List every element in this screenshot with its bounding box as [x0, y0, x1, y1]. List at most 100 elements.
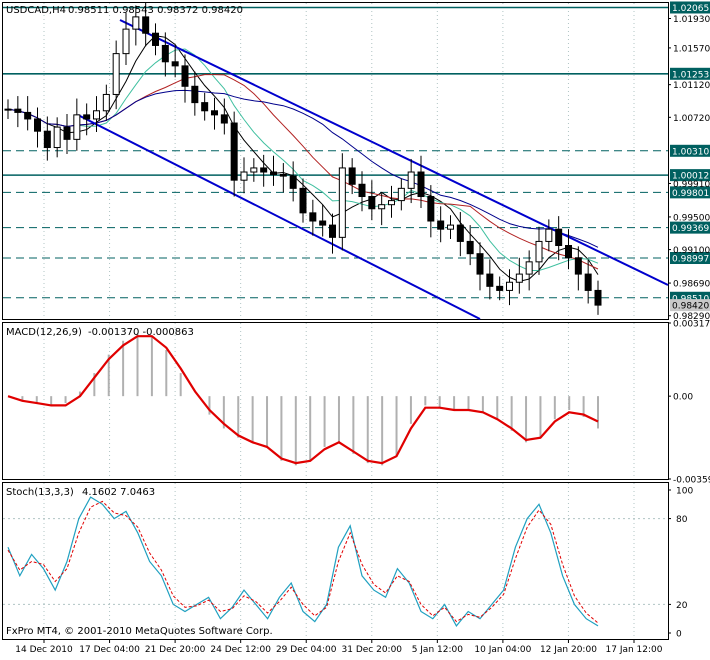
macd-signal-line — [7, 335, 599, 465]
time-tick-label: 10 Jan 04:00 — [474, 645, 531, 655]
candle-body — [181, 65, 189, 87]
candle-body — [594, 289, 602, 306]
candle-body — [466, 240, 474, 255]
candle-body — [93, 110, 100, 120]
time-tick-label: 12 Jan 20:00 — [540, 645, 597, 655]
price-tick-label: 0.98290 — [673, 312, 710, 322]
candle-body — [388, 200, 395, 206]
price-tick-label: 1.01930 — [673, 15, 710, 25]
macd-tick-label: 0.00 — [673, 393, 693, 403]
price-level-tag — [670, 186, 710, 199]
price-level-label: 1.00012 — [672, 172, 709, 182]
time-tick-label: 5 Jan 12:00 — [412, 645, 464, 655]
stoch-label: Stoch(13,3,3) — [6, 487, 74, 498]
candle-body — [338, 167, 346, 238]
candle-body — [201, 102, 209, 112]
candle-body — [447, 224, 454, 230]
candle-body — [112, 53, 120, 95]
macd-plot — [7, 333, 599, 466]
stoch-values: 4.1602 7.0463 — [82, 487, 155, 498]
candle-body — [4, 108, 12, 111]
macd-tick-label: 0.00317 — [673, 320, 710, 330]
price-level-tag — [670, 1, 710, 14]
price-tick-label: 0.99910 — [673, 180, 710, 190]
candle-body — [407, 171, 415, 189]
candle-body — [152, 32, 159, 46]
candle-body — [299, 187, 307, 214]
stoch-signal-line — [7, 500, 599, 624]
candle-body — [230, 122, 238, 181]
candle-body — [171, 61, 179, 67]
candle-body — [34, 118, 41, 132]
ohlc-values: 0.98511 0.98543 0.98372 0.98420 — [68, 5, 243, 16]
candle-body — [329, 224, 336, 238]
price-level-tag — [670, 169, 710, 182]
copyright-text: FxPro MT4, © 2001-2010 MetaQuotes Softwa… — [6, 626, 273, 637]
candle-body — [545, 228, 553, 242]
candle-body — [240, 171, 248, 181]
price-level-tag — [670, 252, 710, 265]
price-level-tag — [670, 67, 710, 80]
candle-body — [397, 187, 405, 202]
price-tick-label: 0.99500 — [673, 213, 710, 223]
candle-body — [486, 273, 494, 287]
macd-axis: 0.00317 0.00 -0.00359 — [668, 320, 710, 486]
candle-body — [476, 253, 484, 275]
price-tick-label: 0.99100 — [673, 246, 710, 256]
candle-body — [565, 245, 572, 259]
candlesticks — [4, 2, 602, 315]
price-tick-label: 1.01120 — [673, 81, 710, 91]
candle-body — [279, 173, 287, 177]
candle-body — [525, 261, 533, 275]
candle-body — [73, 114, 81, 140]
candle-body — [496, 285, 504, 291]
time-tick-label: 17 Jan 12:00 — [606, 645, 663, 655]
price-level-label: 1.00310 — [672, 147, 709, 157]
candle-body — [437, 220, 445, 230]
macd-values: -0.001370 -0.000863 — [88, 327, 194, 338]
trend-channel — [77, 19, 669, 320]
stoch-tick-label: 20 — [676, 601, 688, 611]
candle-body — [211, 110, 218, 116]
price-level-label: 1.01253 — [672, 70, 709, 80]
macd-panel[interactable] — [2, 322, 669, 480]
price-axis: 1.01930 1.01570 1.01120 1.00720 0.99910 0.995… — [668, 15, 710, 322]
candle-body — [427, 196, 435, 222]
price-tick-label: 1.01570 — [673, 44, 710, 54]
stoch-tick-label: 0 — [676, 630, 682, 640]
candle-body — [535, 240, 543, 263]
candle-body — [14, 108, 22, 113]
current-price-tag — [670, 299, 710, 312]
candle-body — [348, 167, 356, 185]
candle-body — [260, 167, 268, 173]
candle-body — [43, 130, 51, 149]
candle-body — [132, 16, 140, 30]
candle-body — [358, 183, 366, 198]
candle-body — [270, 171, 277, 175]
candle-body — [161, 44, 169, 63]
price-level-label: 0.99369 — [672, 224, 709, 234]
candle-body — [53, 126, 61, 149]
candle-body — [456, 224, 464, 242]
candle-body — [378, 204, 386, 210]
candle-body — [574, 257, 582, 275]
candle-body — [250, 167, 258, 173]
price-tick-label: 0.98690 — [673, 280, 710, 290]
time-tick-label: 29 Dec 04:00 — [276, 645, 337, 655]
price-level-label: 0.98997 — [672, 255, 709, 265]
macd-tick-label: -0.00359 — [673, 476, 710, 486]
time-axis: 14 Dec 2010 17 Dec 04:00 21 Dec 20:00 24 De… — [15, 639, 663, 655]
price-level-label: 0.99801 — [672, 189, 709, 199]
candle-body — [220, 114, 228, 124]
price-level-tag — [670, 144, 710, 157]
stoch-axis: 100 80 20 0 — [668, 487, 693, 640]
candle-body — [102, 93, 110, 112]
candle-body — [24, 111, 32, 120]
candle-body — [63, 126, 71, 140]
candle-body — [319, 220, 327, 226]
time-tick-label: 17 Dec 04:00 — [79, 645, 140, 655]
symbol-label: USDCAD,H4 — [6, 5, 66, 16]
candle-body — [142, 16, 150, 34]
